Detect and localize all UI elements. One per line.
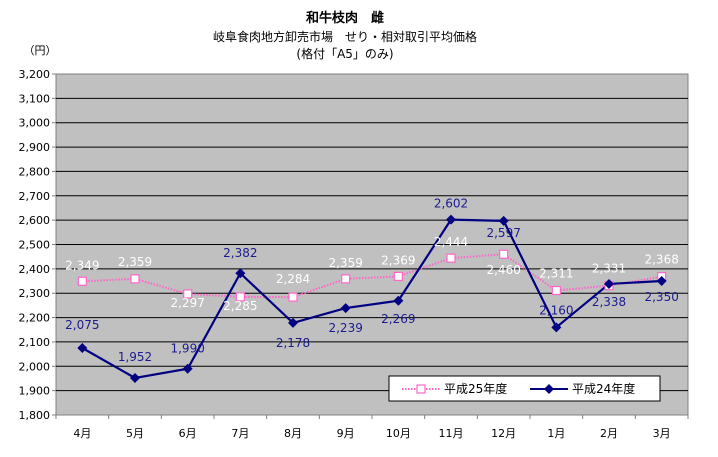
- data-point-h25: [551, 285, 561, 296]
- data-label-h25: 2,285: [223, 299, 257, 313]
- x-tick-label: 10月: [386, 427, 411, 440]
- y-tick-label: 1,800: [19, 409, 51, 422]
- chart-title: 和牛枝肉 雌: [306, 10, 384, 26]
- x-tick-label: 8月: [284, 427, 302, 440]
- data-label-h25: 2,368: [644, 253, 678, 267]
- data-point-h25: [341, 274, 351, 284]
- data-point-h25: [77, 276, 87, 286]
- data-point-h24: [77, 343, 88, 354]
- data-label-h25: 2,284: [276, 272, 310, 286]
- data-label-h25: 2,460: [486, 263, 520, 277]
- data-label-h24: 2,338: [592, 295, 626, 309]
- y-axis-ticks: 1,800 1,900 2,000 2,100 2,200 2,300 2,400 2,500…: [19, 68, 56, 422]
- series-layer: [77, 214, 667, 383]
- data-point-h25: [288, 292, 298, 302]
- data-label-h24: 2,382: [223, 246, 257, 260]
- data-label-h24: 1,952: [118, 350, 152, 364]
- data-labels-layer: 2,349 2,359 2,297 2,285 2,284 2,359 2,369 2,444…: [65, 197, 679, 364]
- x-tick-label: 3月: [653, 427, 671, 440]
- data-label-h25: 2,331: [592, 262, 626, 276]
- data-point-h24: [656, 276, 667, 287]
- x-tick-label: 11月: [439, 427, 464, 440]
- legend-box: [388, 375, 661, 402]
- y-tick-label: 2,000: [19, 360, 51, 373]
- data-point-h24: [130, 372, 140, 383]
- data-label-h25: 2,297: [170, 296, 204, 310]
- legend: 平成25年度 平成24年度: [388, 375, 661, 402]
- y-tick-label: 2,700: [19, 190, 51, 203]
- data-label-h24: 2,160: [539, 303, 573, 317]
- data-label-h24: 2,350: [644, 290, 678, 304]
- data-label-h25: 2,311: [539, 267, 573, 281]
- data-point-h24: [446, 214, 456, 225]
- y-tick-label: 2,500: [19, 239, 51, 252]
- y-tick-label: 2,800: [19, 165, 51, 178]
- data-point-h24: [288, 317, 298, 328]
- data-point-h25: [130, 274, 140, 284]
- data-point-h25: [235, 292, 245, 302]
- data-label-h24: 2,597: [486, 226, 520, 240]
- y-tick-label: 2,300: [19, 287, 51, 300]
- x-tick-label: 1月: [547, 427, 565, 440]
- data-point-h24: [393, 295, 404, 306]
- y-tick-label: 2,100: [19, 336, 51, 349]
- data-point-h24: [235, 268, 246, 279]
- data-label-h24: 2,239: [328, 321, 362, 335]
- x-tick-label: 7月: [231, 427, 249, 440]
- data-label-h24: 2,075: [65, 318, 99, 332]
- series-line-h24: [81, 218, 662, 380]
- data-point-h24: [498, 215, 509, 226]
- y-tick-label: 3,200: [19, 68, 51, 81]
- data-point-h25: [183, 289, 193, 299]
- y-tick-label: 3,100: [19, 92, 51, 105]
- x-tick-label: 6月: [179, 427, 197, 440]
- x-tick-label: 2月: [600, 427, 618, 440]
- legend-marker-h25: [416, 384, 426, 394]
- legend-label-h25: 平成25年度: [444, 381, 507, 396]
- x-axis-ticks: 4月 5月 6月 7月 8月 9月 10月 11月 12月 1月 2月 3月: [55, 415, 689, 440]
- data-label-h24: 1,990: [170, 342, 204, 356]
- y-tick-label: 2,200: [19, 312, 51, 325]
- data-label-h25: 2,349: [65, 258, 99, 272]
- x-tick-label: 4月: [73, 427, 91, 440]
- y-tick-label: 2,900: [19, 141, 51, 154]
- y-tick-label: 3,000: [19, 117, 51, 130]
- data-point-h24: [182, 363, 193, 374]
- chart-subtitle-line1: 岐阜食肉地方卸売市場 せり・相対取引平均価格: [213, 29, 477, 44]
- data-point-h25: [393, 271, 403, 282]
- data-label-h24: 2,269: [381, 312, 415, 326]
- x-tick-label: 5月: [126, 427, 144, 440]
- series-line-h25: [82, 253, 662, 299]
- chart-subtitle-line2: (格付「A5」のみ): [296, 46, 393, 61]
- data-label-h24: 2,602: [434, 197, 468, 211]
- y-tick-label: 1,900: [19, 385, 51, 398]
- y-tick-label: 2,400: [19, 263, 51, 276]
- data-label-h25: 2,359: [118, 255, 152, 269]
- data-point-h24: [340, 303, 351, 314]
- x-tick-label: 12月: [491, 427, 516, 440]
- legend-marker-h24: [544, 384, 554, 394]
- data-point-h24: [551, 322, 562, 333]
- data-point-h25: [446, 253, 456, 263]
- data-point-h25: [499, 249, 509, 259]
- data-label-h25: 2,444: [434, 235, 468, 249]
- data-label-h25: 2,359: [328, 256, 362, 270]
- data-label-h25: 2,369: [381, 253, 415, 267]
- legend-label-h24: 平成24年度: [572, 381, 635, 396]
- data-point-h24: [604, 278, 614, 289]
- data-label-h24: 2,178: [276, 336, 310, 350]
- x-tick-label: 9月: [337, 427, 355, 440]
- y-tick-label: 2,600: [19, 214, 51, 227]
- y-axis-unit: （円）: [24, 44, 57, 57]
